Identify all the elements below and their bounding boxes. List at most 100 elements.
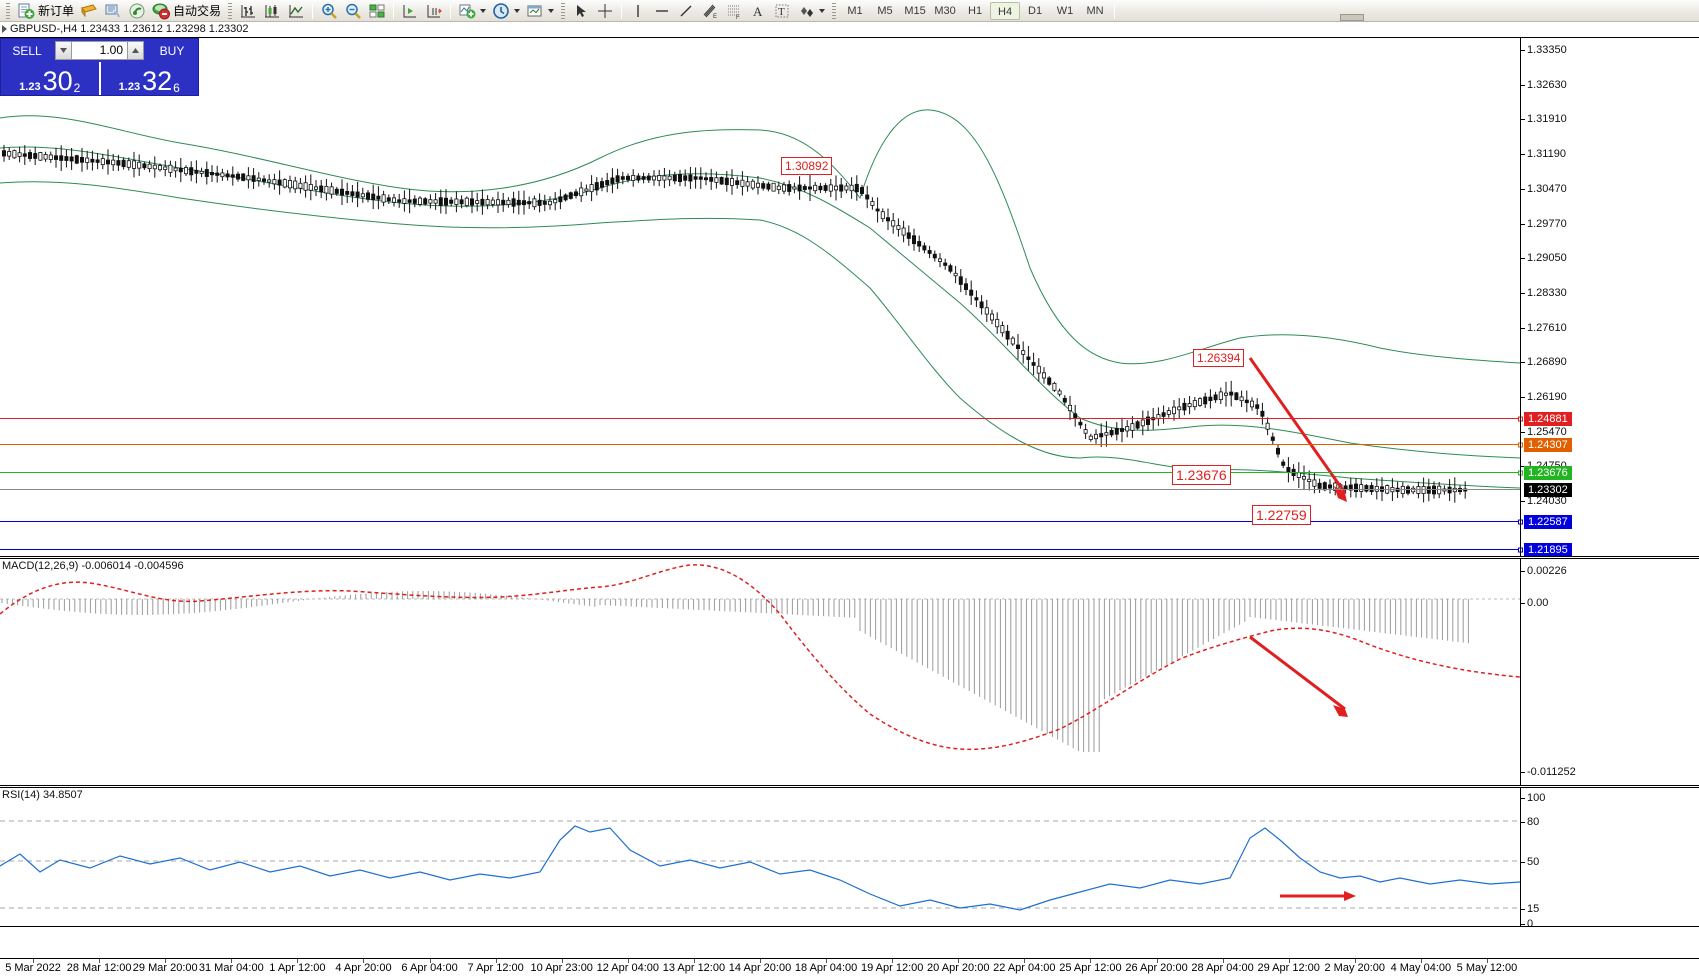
collapse-triangle-icon[interactable] <box>2 24 7 33</box>
price-tag-target-line[interactable]: 1.21895 <box>1524 543 1572 556</box>
macd-tick: 0.00226 <box>1521 565 1567 577</box>
time-axis[interactable]: 5 Mar 2022 28 Mar 12:00 29 Mar 20:00 31 Mar… <box>0 959 1520 977</box>
toolbar-grip-2[interactable] <box>228 2 233 19</box>
annotation-box-3[interactable]: 1.23676 <box>1172 465 1231 485</box>
volume-value[interactable]: 1.00 <box>72 41 127 60</box>
signals-button[interactable] <box>125 1 149 21</box>
rsi-plot[interactable] <box>0 788 1521 926</box>
crosshair-icon <box>596 2 614 20</box>
sell-price-button[interactable]: 1.23 30 2 <box>1 62 101 95</box>
templates-button[interactable] <box>523 1 557 21</box>
equidistant-channel-icon: E <box>701 2 719 20</box>
auto-scroll-button[interactable] <box>422 1 446 21</box>
volume-decrease-button[interactable] <box>55 41 72 60</box>
timeframe-w1[interactable]: W1 <box>1056 4 1074 17</box>
line-chart-button[interactable] <box>284 1 308 21</box>
price-pane[interactable]: 1.30892 1.26394 1.23676 1.22759 1.33350 1… <box>0 37 1699 557</box>
rsi-pane[interactable]: RSI(14) 34.8507 100 80 50 15 0 <box>0 787 1699 927</box>
sell-label[interactable]: SELL <box>12 43 42 58</box>
chevron-down-icon-4[interactable] <box>819 8 826 13</box>
equidistant-channel-button[interactable]: E <box>698 1 722 21</box>
buy-price-prefix: 1.23 <box>118 81 141 93</box>
svg-text:T: T <box>778 6 785 18</box>
resistance-line-2[interactable] <box>0 444 1520 445</box>
one-click-prices-row: 1.23 30 2 1.23 32 6 <box>1 62 198 95</box>
tile-windows-button[interactable] <box>365 1 389 21</box>
cursor-button[interactable] <box>569 1 593 21</box>
macd-pane[interactable]: MACD(12,26,9) -0.006014 -0.004596 0.0022… <box>0 558 1699 786</box>
rsi-axis-rail <box>1520 788 1521 926</box>
period-button[interactable] <box>489 1 523 21</box>
annotation-box-2[interactable]: 1.26394 <box>1193 349 1245 367</box>
volume-stepper[interactable]: 1.00 <box>55 41 144 60</box>
timeframe-h4[interactable]: H4 <box>990 1 1021 20</box>
timeframe-h1[interactable]: H1 <box>968 4 983 17</box>
chevron-down-icon-2[interactable] <box>514 8 521 13</box>
fibonacci-button[interactable]: F <box>722 1 746 21</box>
macd-plot[interactable] <box>0 559 1521 785</box>
toolbar-grip-4[interactable] <box>832 2 837 19</box>
rsi-tick: 0 <box>1520 918 1533 926</box>
target-line-1[interactable] <box>0 521 1520 522</box>
indicators-icon <box>458 2 476 20</box>
price-tag-resistance-line[interactable]: 1.24307 <box>1524 438 1572 452</box>
zoom-in-button[interactable] <box>317 1 341 21</box>
one-click-trading-panel[interactable]: SELL 1.00 BUY 1.23 30 2 1.23 32 6 <box>0 38 199 96</box>
timeframe-m5[interactable]: M5 <box>877 4 893 17</box>
wallet-button[interactable] <box>77 1 101 21</box>
terminal-button[interactable] <box>101 1 125 21</box>
resistance-line-1[interactable] <box>0 418 1520 419</box>
auto-scroll-icon <box>425 2 443 20</box>
chart-area[interactable]: 1.30892 1.26394 1.23676 1.22759 1.33350 1… <box>0 37 1699 974</box>
trendline-button[interactable] <box>674 1 698 21</box>
timeframe-d1[interactable]: D1 <box>1028 4 1043 17</box>
price-axis[interactable]: 1.33350 1.32630 1.31910 1.31190 1.30470 1.297… <box>1521 38 1699 556</box>
timeframe-m30[interactable]: M30 <box>934 4 956 17</box>
time-label: 5 May 12:00 <box>1456 962 1518 974</box>
timeframe-mn[interactable]: MN <box>1086 4 1104 17</box>
macd-axis[interactable]: 0.00226 0.00 -0.011252 <box>1520 559 1699 785</box>
shapes-button[interactable] <box>794 1 828 21</box>
text-button[interactable]: A <box>746 1 770 21</box>
shift-chart-icon <box>401 2 419 20</box>
crosshair-button[interactable] <box>593 1 617 21</box>
price-plot[interactable]: 1.30892 1.26394 1.23676 1.22759 <box>0 38 1523 556</box>
toolbar-separator-5 <box>1114 2 1116 19</box>
annotation-box-4[interactable]: 1.22759 <box>1252 505 1311 525</box>
annotation-box-1[interactable]: 1.30892 <box>781 157 833 175</box>
price-tag-resistance-line[interactable]: 1.24881 <box>1524 412 1572 426</box>
price-tag-target-line[interactable]: 1.22587 <box>1524 515 1572 529</box>
auto-trading-icon <box>152 2 171 20</box>
target-line-2[interactable] <box>0 549 1520 550</box>
candlestick-chart-button[interactable] <box>260 1 284 21</box>
timeframe-m1[interactable]: M1 <box>847 4 863 17</box>
rsi-axis[interactable]: 100 80 50 15 0 <box>1520 788 1699 926</box>
volume-increase-button[interactable] <box>127 41 144 60</box>
svg-text:F: F <box>736 15 740 20</box>
horizontal-scrollbar-thumb[interactable] <box>1340 14 1364 21</box>
price-tag-support-line[interactable]: 1.23676 <box>1524 466 1572 480</box>
auto-trading-button[interactable]: 自动交易 <box>149 1 224 21</box>
line-chart-icon <box>287 2 305 20</box>
terminal-icon <box>104 2 122 20</box>
shift-chart-button[interactable] <box>398 1 422 21</box>
chevron-down-icon-3[interactable] <box>548 8 555 13</box>
zoom-out-icon <box>344 2 362 20</box>
buy-label[interactable]: BUY <box>159 43 185 58</box>
toolbar-grip-3[interactable] <box>561 2 566 19</box>
toolbar-grip[interactable] <box>6 2 10 19</box>
price-tag-last-price[interactable]: 1.23302 <box>1524 483 1572 497</box>
zoom-out-button[interactable] <box>341 1 365 21</box>
buy-price-button[interactable]: 1.23 32 6 <box>101 62 199 96</box>
support-line-1[interactable] <box>0 472 1520 473</box>
vertical-line-button[interactable] <box>626 1 650 21</box>
chevron-down-icon[interactable] <box>480 8 487 13</box>
sell-price-sup: 2 <box>73 81 81 95</box>
text-label-button[interactable]: T <box>770 1 794 21</box>
new-order-button[interactable]: 新订单 <box>14 1 77 21</box>
bar-chart-button[interactable] <box>236 1 260 21</box>
timeframe-m15[interactable]: M15 <box>904 4 926 17</box>
indicators-button[interactable] <box>455 1 489 21</box>
text-label-icon: T <box>773 2 791 20</box>
horizontal-line-button[interactable] <box>650 1 674 21</box>
